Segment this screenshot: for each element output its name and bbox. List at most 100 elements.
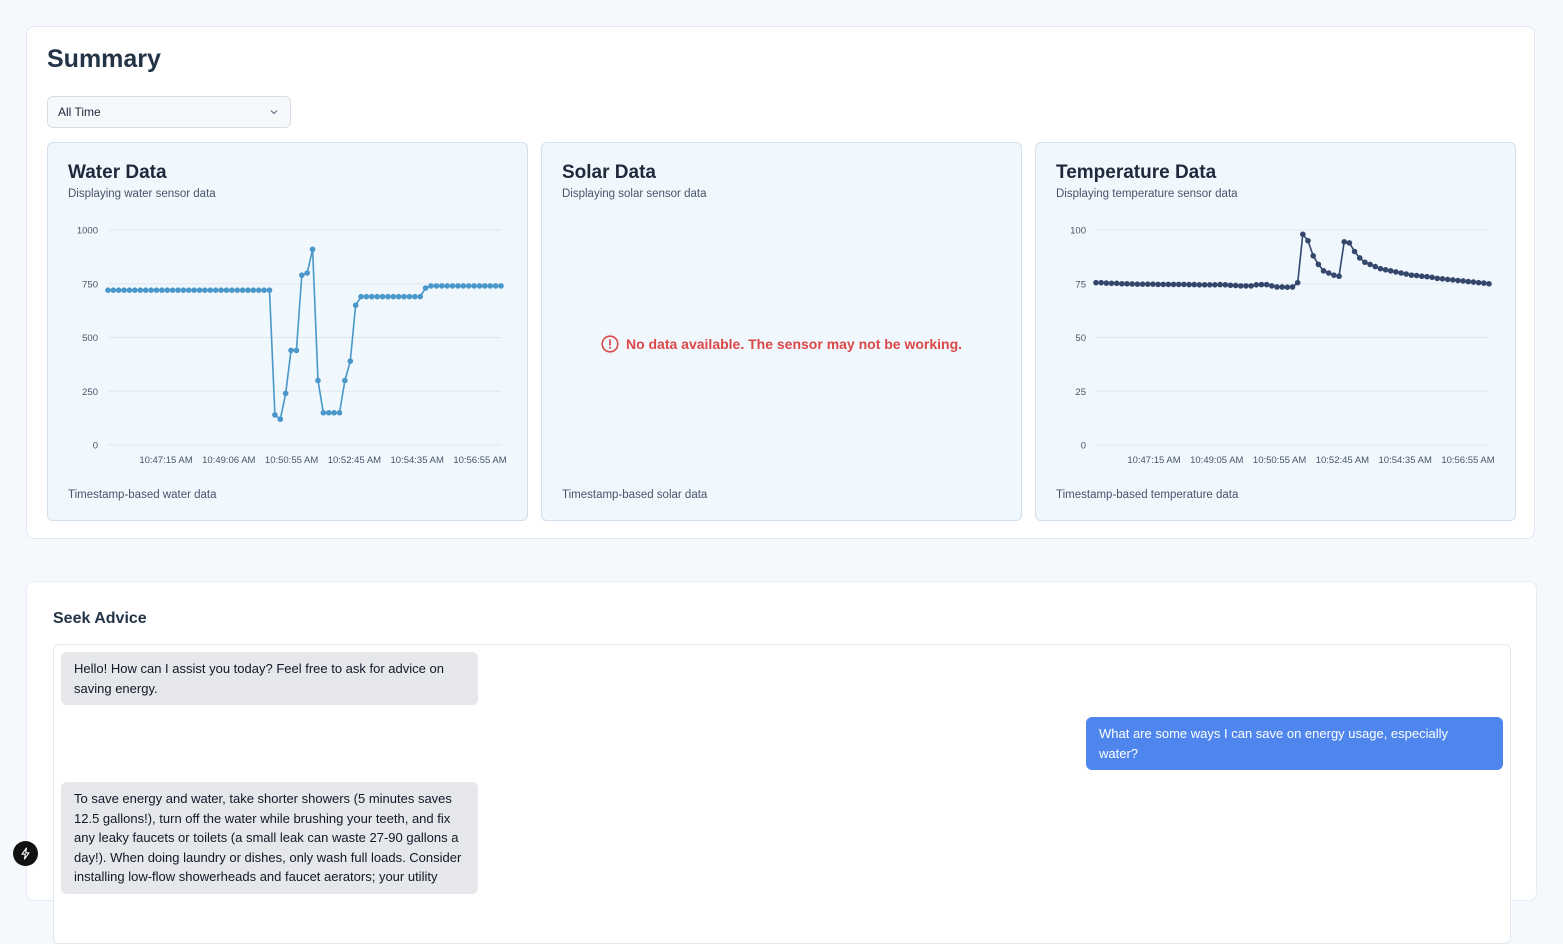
temperature-data-point bbox=[1103, 280, 1110, 286]
temperature-data-point bbox=[1377, 265, 1384, 272]
temperature-data-point bbox=[1387, 268, 1394, 274]
water-data-point bbox=[191, 287, 197, 293]
temperature-data-point bbox=[1108, 280, 1115, 287]
temperature-data-point bbox=[1165, 281, 1172, 288]
water-data-point bbox=[229, 287, 235, 293]
temperature-data-point bbox=[1320, 268, 1327, 274]
water-data-point bbox=[202, 287, 208, 293]
temperature-data-point bbox=[1481, 280, 1487, 286]
water-data-point bbox=[331, 409, 337, 416]
water-data-point bbox=[498, 283, 504, 289]
temperature-data-point bbox=[1336, 273, 1342, 280]
temperature-x-tick-label: 10:54:35 AM bbox=[1379, 455, 1432, 466]
temperature-data-point bbox=[1455, 277, 1461, 284]
temperature-data-point bbox=[1124, 280, 1130, 287]
time-range-value: All Time bbox=[58, 105, 101, 119]
temperature-data-point bbox=[1439, 276, 1446, 282]
chat-message-bot: Hello! How can I assist you today? Feel … bbox=[61, 652, 478, 705]
temperature-data-point bbox=[1398, 270, 1404, 276]
water-data-point bbox=[110, 287, 117, 293]
advice-title: Seek Advice bbox=[53, 610, 147, 627]
water-data-point bbox=[352, 302, 359, 309]
temperature-data-point bbox=[1227, 282, 1234, 289]
temperature-data-point bbox=[1160, 281, 1167, 288]
water-data-point bbox=[293, 347, 300, 354]
temperature-data-point bbox=[1237, 283, 1244, 289]
temperature-data-point bbox=[1465, 278, 1472, 285]
water-data-point bbox=[207, 287, 214, 293]
temperature-data-point bbox=[1341, 239, 1348, 245]
water-y-tick-label: 0 bbox=[93, 441, 98, 452]
water-data-point bbox=[169, 287, 176, 293]
temperature-data-point bbox=[1181, 281, 1187, 288]
water-data-point bbox=[245, 287, 251, 293]
water-data-point bbox=[153, 287, 160, 293]
temperature-data-point bbox=[1201, 282, 1208, 288]
temperature-data-point bbox=[1150, 281, 1156, 287]
water-panel-title: Water Data bbox=[68, 162, 167, 183]
water-data-point bbox=[288, 347, 294, 354]
temperature-data-point bbox=[1294, 279, 1301, 286]
water-data-point bbox=[412, 293, 418, 300]
water-y-tick-label: 1000 bbox=[77, 226, 98, 237]
water-panel-footer: Timestamp-based water data bbox=[68, 489, 217, 501]
temperature-data-point bbox=[1217, 281, 1223, 288]
temperature-data-point bbox=[1470, 279, 1477, 285]
solar-data-panel: Solar Data Displaying solar sensor data … bbox=[541, 142, 1022, 521]
temperature-y-tick-label: 0 bbox=[1081, 441, 1086, 452]
alert-circle-icon bbox=[601, 335, 619, 353]
water-data-point bbox=[358, 293, 364, 300]
temperature-line-chart: 0 25 50 75 100 10:47:15 AM 10:49:05 AM 10:50:55… bbox=[1070, 226, 1495, 467]
temperature-data-point bbox=[1424, 273, 1430, 280]
temperature-data-point bbox=[1300, 231, 1306, 238]
lightning-bolt-button[interactable] bbox=[13, 841, 38, 866]
water-data-point bbox=[471, 283, 477, 289]
temperature-data-point bbox=[1362, 259, 1368, 266]
water-data-point bbox=[282, 390, 289, 397]
temperature-x-tick-label: 10:56:55 AM bbox=[1441, 455, 1494, 466]
water-data-point bbox=[277, 416, 284, 423]
water-data-point bbox=[304, 270, 310, 276]
temperature-y-tick-label: 25 bbox=[1075, 387, 1086, 398]
temperature-data-point bbox=[1232, 282, 1239, 289]
water-x-tick-label: 10:50:55 AM bbox=[265, 455, 318, 466]
temperature-x-tick-label: 10:52:45 AM bbox=[1316, 455, 1369, 466]
water-data-point bbox=[132, 287, 138, 293]
temperature-y-tick-label: 75 bbox=[1075, 279, 1086, 290]
water-x-tick-label: 10:47:15 AM bbox=[139, 455, 192, 466]
temperature-data-point bbox=[1367, 261, 1373, 268]
solar-panel-footer: Timestamp-based solar data bbox=[562, 489, 708, 501]
temperature-data-point bbox=[1418, 273, 1425, 280]
solar-panel-title: Solar Data bbox=[562, 162, 656, 183]
temperature-data-point bbox=[1196, 282, 1203, 288]
temperature-panel-title: Temperature Data bbox=[1056, 162, 1217, 183]
temperature-data-point bbox=[1331, 272, 1337, 278]
water-x-tick-label: 10:54:35 AM bbox=[391, 455, 444, 466]
water-data-point bbox=[164, 287, 171, 293]
water-data-point bbox=[363, 293, 370, 300]
temperature-data-point bbox=[1175, 281, 1182, 288]
temperature-y-tick-label: 50 bbox=[1075, 333, 1086, 344]
water-data-point bbox=[487, 283, 494, 289]
temperature-data-point bbox=[1475, 279, 1482, 286]
water-x-tick-label: 10:52:45 AM bbox=[328, 455, 381, 466]
water-data-point bbox=[390, 293, 397, 300]
water-data-point bbox=[417, 293, 424, 300]
chat-history[interactable]: Hello! How can I assist you today? Feel … bbox=[53, 644, 1511, 944]
temperature-data-point bbox=[1325, 270, 1332, 276]
water-data-point bbox=[385, 293, 391, 300]
water-data-point bbox=[115, 287, 122, 293]
time-range-select[interactable]: All Time bbox=[47, 96, 291, 128]
water-data-point bbox=[272, 412, 278, 418]
water-data-point bbox=[476, 283, 483, 289]
temperature-data-point bbox=[1429, 274, 1435, 281]
temperature-data-point bbox=[1372, 263, 1379, 270]
water-data-point bbox=[465, 283, 472, 289]
temperature-data-point bbox=[1382, 266, 1389, 273]
temperature-data-point bbox=[1139, 281, 1146, 287]
temperature-data-point bbox=[1315, 261, 1322, 268]
temperature-data-point bbox=[1310, 253, 1316, 259]
temperature-data-point bbox=[1119, 280, 1125, 287]
water-panel-description: Displaying water sensor data bbox=[68, 188, 216, 200]
summary-card: Summary All Time Water Data Displaying w… bbox=[26, 26, 1535, 539]
